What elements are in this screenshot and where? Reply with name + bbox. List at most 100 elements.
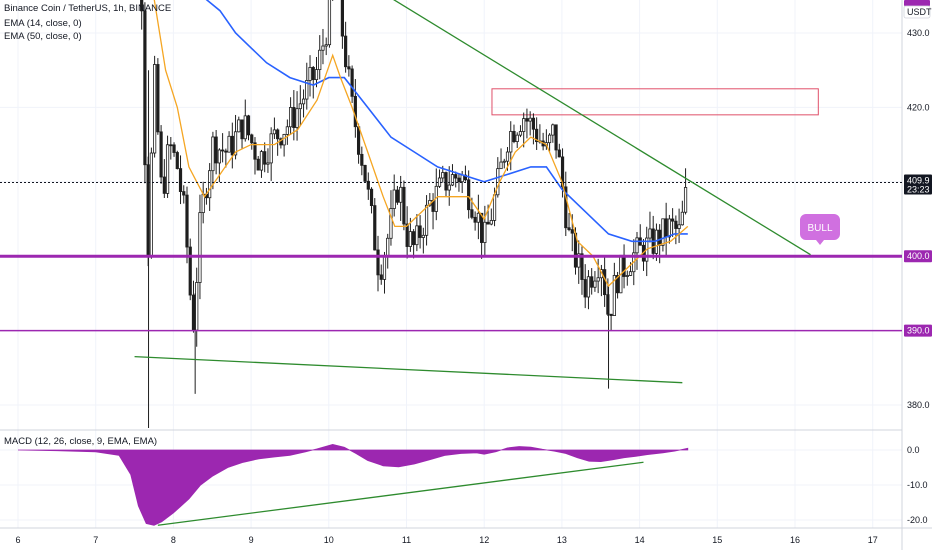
resistance-zones [491, 88, 819, 116]
candle-body [311, 67, 315, 81]
candle-body [230, 135, 234, 156]
macd-tick-label: -20.0 [907, 515, 928, 525]
candle-body [515, 134, 519, 143]
macd-trendline [157, 461, 644, 526]
candle-body [564, 186, 568, 229]
candle-body [162, 176, 166, 194]
candle-body [664, 218, 668, 238]
candle-body [363, 164, 367, 182]
candle-body [353, 95, 357, 128]
candle-body [253, 142, 257, 160]
candle-body [153, 64, 157, 154]
price-tick-label: 380.0 [907, 400, 930, 410]
candle-body [376, 249, 380, 276]
time-tick-label: 10 [324, 535, 334, 545]
candle-body [680, 211, 684, 226]
candle-body [444, 172, 448, 191]
time-tick-label: 7 [93, 535, 98, 545]
candle-body [188, 246, 192, 296]
macd-legend[interactable]: MACD (12, 26, close, 9, EMA, EMA) [4, 436, 158, 447]
candle-body [418, 225, 422, 238]
candle-body [480, 212, 484, 243]
last-price-text: 409.9 [907, 176, 930, 186]
candle-body [412, 231, 416, 246]
candle-body [424, 204, 429, 236]
candle-body [395, 189, 400, 203]
candle-body [217, 149, 221, 164]
candle-body [486, 221, 490, 225]
candle-body [402, 186, 406, 225]
candle-body [531, 117, 536, 130]
level-390-tag [904, 324, 932, 337]
candle-body [269, 133, 273, 164]
candle-body [344, 35, 348, 68]
price-tick-label: 430.0 [907, 28, 930, 38]
candle-body [609, 313, 613, 316]
ema50-legend[interactable]: EMA (50, close, 0) [4, 31, 82, 42]
candle-body [382, 256, 387, 280]
candle-body [379, 274, 383, 280]
candle-body [159, 131, 163, 178]
candle-body [327, 0, 332, 46]
time-tick-label: 12 [479, 535, 489, 545]
candle-body [156, 64, 160, 133]
candle-body [172, 144, 176, 153]
candle-body [324, 44, 328, 47]
candle-body [386, 237, 390, 257]
candle-body [586, 276, 591, 298]
ema14-line [153, 0, 689, 288]
candle-body [191, 294, 196, 331]
last-price-tag [904, 174, 932, 195]
candle-body [421, 234, 425, 238]
ema14-legend[interactable]: EMA (14, close, 0) [4, 18, 82, 29]
candlesticks [140, 0, 688, 428]
candle-body [502, 160, 506, 163]
candle-body [496, 168, 500, 196]
candle-body [224, 150, 228, 153]
candle-body [314, 69, 319, 81]
candle-body [628, 271, 633, 276]
candle-body [522, 118, 526, 132]
candle-body [622, 254, 626, 277]
ema50-line [205, 0, 688, 243]
candle-body [405, 223, 409, 247]
candle-body [182, 191, 186, 196]
candle-body [214, 136, 218, 164]
candle-body [360, 153, 364, 166]
candle-body [554, 124, 558, 151]
candle-body [356, 126, 361, 155]
candle-body [305, 80, 309, 100]
level-390-text: 390.0 [907, 326, 930, 336]
candle-body [606, 294, 610, 315]
candle-body [596, 277, 600, 282]
candle-body [476, 212, 480, 223]
candle-body [661, 218, 665, 246]
candle-body [175, 152, 179, 169]
candle-body [593, 280, 597, 288]
ema-lines [153, 0, 689, 288]
price-axis[interactable]: 380.0390.0400.0410.0420.0430.0440.0450.0… [903, 0, 932, 525]
price-tags: 409.923:23 400.0 390.0 BULL [800, 174, 932, 337]
bull-label: BULL [807, 223, 832, 234]
candle-body [557, 149, 561, 158]
candle-body [366, 180, 370, 190]
top-price-tag [904, 0, 930, 6]
candle-body [505, 151, 510, 162]
candle-body [250, 134, 254, 144]
candle-body [677, 224, 681, 229]
time-tick-label: 16 [790, 535, 800, 545]
candle-body [276, 129, 280, 140]
candle-body [457, 177, 461, 183]
candle-body [165, 144, 170, 194]
time-tick-label: 15 [712, 535, 722, 545]
candle-body [567, 227, 571, 231]
time-axis[interactable]: 6 7 8 9 10 11 12 13 14 15 16 17 [15, 535, 877, 545]
zone-rect [491, 88, 819, 116]
candle-body [392, 189, 396, 209]
candle-body [373, 205, 377, 251]
candle-body [441, 172, 445, 179]
candle-body [535, 128, 539, 143]
candle-body [648, 228, 652, 239]
candle-body [208, 170, 212, 199]
